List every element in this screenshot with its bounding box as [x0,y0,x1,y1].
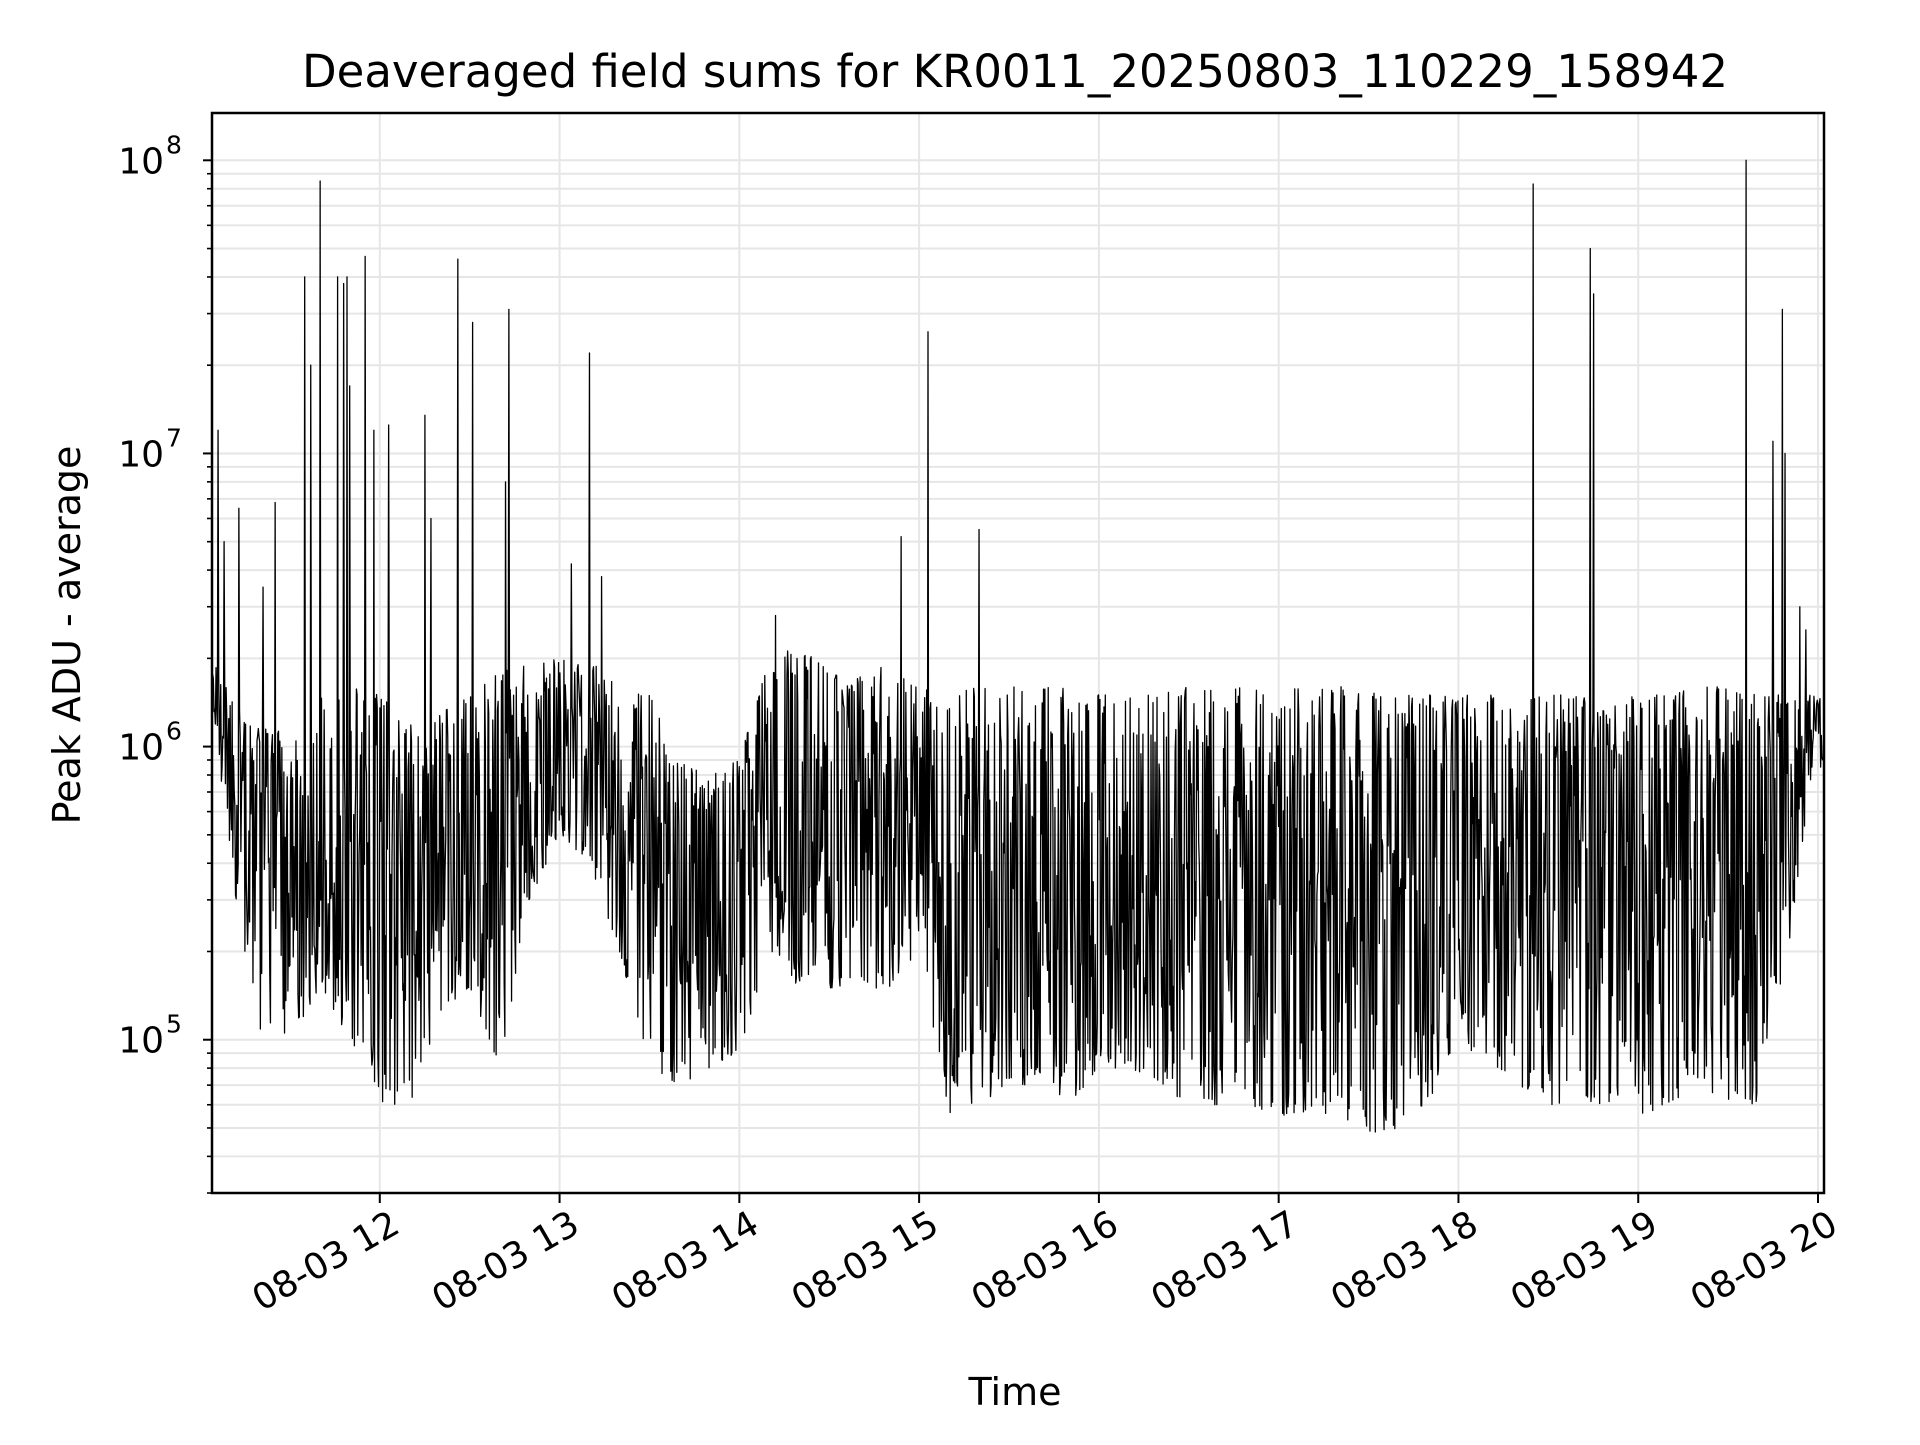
y-tick-label: 10 [118,434,164,475]
y-tick-label-exponent: 8 [166,130,182,159]
y-tick-label-exponent: 7 [166,423,182,452]
y-tick-label-exponent: 6 [166,717,182,746]
y-axis-label: Peak ADU - average [45,446,89,825]
series-line [211,159,1825,1133]
x-axis-label: Time [968,1370,1062,1414]
y-tick-label: 10 [118,1021,164,1062]
y-tick-label: 10 [118,728,164,769]
y-tick-label: 10 [118,141,164,182]
y-tick-label-exponent: 5 [166,1010,182,1039]
chart-title: Deaveraged field sums for KR0011_2025080… [302,45,1728,98]
data-layer [211,159,1825,1133]
plot-frame [210,111,1826,1195]
